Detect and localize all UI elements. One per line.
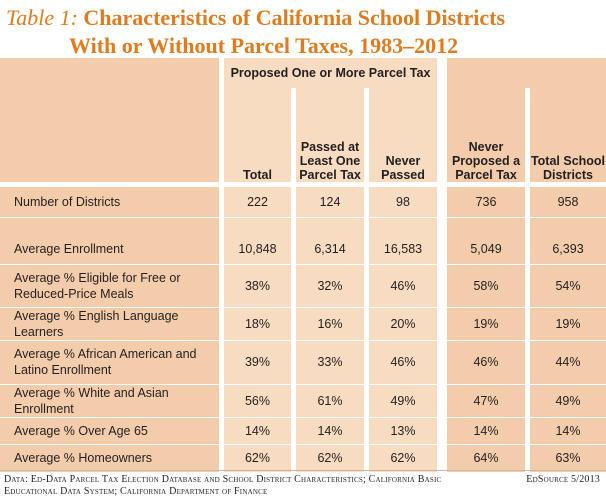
table-row: Number of Districts 222 124 98 736 958 [0,187,606,218]
cell-value: 46% [369,264,437,308]
cell-value: 18% [224,307,291,341]
table-row: Average % Homeowners 62% 62% 62% 64% 63% [0,444,606,473]
cell-value: 14% [296,417,364,445]
cell-value: 736 [447,187,525,218]
cell-value: 47% [447,384,525,418]
cell-value: 46% [369,340,437,385]
table-row: Average % African American and Latino En… [0,340,606,385]
table-row: Average % White and Asian Enrollment 56%… [0,384,606,418]
group-header: Proposed One or More Parcel Tax [224,58,437,88]
cell-value: 98 [369,187,437,218]
data-source-note: Data: Ed-Data Parcel Tax Election Databa… [4,474,442,497]
cell-value: 64% [447,444,525,473]
title-line-1: Characteristics of California School Dis… [83,5,506,30]
table-number-label: Table 1: [6,5,78,30]
cell-value: 62% [369,444,437,473]
col-header-passed: Passed at Least One Parcel Tax [296,88,364,182]
cell-value: 38% [224,264,291,308]
cell-value: 10,848 [224,235,291,265]
row-label: Average % Eligible for Free or Reduced-P… [0,264,219,308]
cell-value: 20% [369,307,437,341]
col-header-never-passed: Never Passed [369,88,437,182]
header-corner [0,58,219,88]
table-row: Average % Over Age 65 14% 14% 13% 14% 14… [0,417,606,445]
row-label: Average Enrollment [0,235,219,265]
table-row: Average % English Language Learners 18% … [0,307,606,341]
cell-value: 19% [530,307,606,341]
title-line-2: With or Without Parcel Taxes, 1983–2012 [69,33,459,58]
cell-value: 222 [224,187,291,218]
cell-value: 14% [447,417,525,445]
cell-value: 6,314 [296,235,364,265]
cell-value: 39% [224,340,291,385]
cell-value: 14% [224,417,291,445]
cell-value: 19% [447,307,525,341]
table-row: Average Enrollment 10,848 6,314 16,583 5… [0,235,606,265]
cell-value: 49% [530,384,606,418]
col-header-total-districts: Total School Districts [530,88,606,182]
row-label: Average % Homeowners [0,444,219,473]
cell-value: 54% [530,264,606,308]
cell-value: 46% [447,340,525,385]
row-label: Average % Over Age 65 [0,417,219,445]
cell-value: 16,583 [369,235,437,265]
row-label: Average % English Language Learners [0,307,219,341]
cell-value: 14% [530,417,606,445]
cell-value: 6,393 [530,235,606,265]
cell-value: 44% [530,340,606,385]
cell-value: 16% [296,307,364,341]
cell-value: 56% [224,384,291,418]
footer-divider [0,470,606,471]
cell-value: 33% [296,340,364,385]
row-label: Average % White and Asian Enrollment [0,384,219,418]
table-title: Table 1: Characteristics of California S… [6,4,505,60]
cell-value: 63% [530,444,606,473]
row-label: Average % African American and Latino En… [0,340,219,385]
cell-value: 13% [369,417,437,445]
col-header-never-proposed: Never Proposed a Parcel Tax [447,88,525,182]
cell-value: 5,049 [447,235,525,265]
cell-value: 62% [296,444,364,473]
row-label: Number of Districts [0,187,219,218]
table-row: Average % Eligible for Free or Reduced-P… [0,264,606,308]
cell-value: 32% [296,264,364,308]
cell-value: 61% [296,384,364,418]
district-characteristics-table: Proposed One or More Parcel Tax Total Pa… [0,58,606,473]
credit-line: EdSource 5/2013 [526,474,600,485]
group-header-blank [447,58,606,88]
col-header-total: Total [224,88,291,182]
cell-value: 62% [224,444,291,473]
cell-value: 124 [296,187,364,218]
cell-value: 49% [369,384,437,418]
cell-value: 58% [447,264,525,308]
cell-value: 958 [530,187,606,218]
